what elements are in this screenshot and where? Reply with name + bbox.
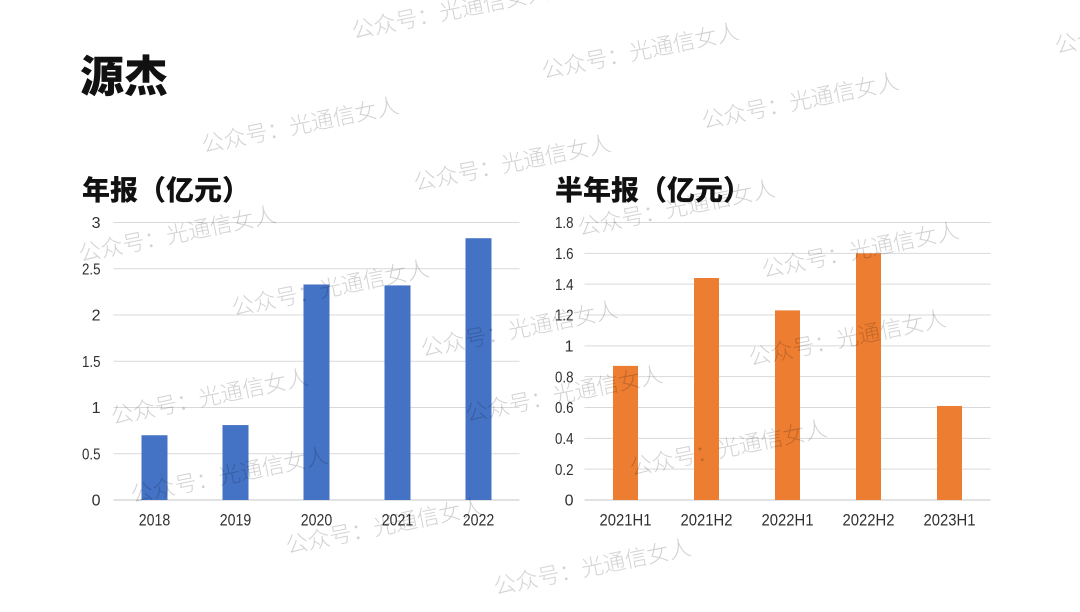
svg-text:1: 1: [565, 338, 574, 355]
svg-text:2018: 2018: [139, 512, 171, 530]
svg-text:2023H1: 2023H1: [924, 512, 976, 530]
svg-text:1.6: 1.6: [555, 246, 574, 263]
svg-text:0.8: 0.8: [555, 369, 574, 386]
svg-text:2022H1: 2022H1: [762, 512, 814, 530]
svg-text:1: 1: [92, 400, 101, 417]
svg-text:2022: 2022: [463, 512, 495, 530]
svg-text:2: 2: [92, 308, 101, 325]
svg-text:2021H1: 2021H1: [600, 512, 652, 530]
svg-text:0.2: 0.2: [555, 462, 574, 479]
svg-text:0: 0: [92, 493, 101, 510]
svg-text:3: 3: [92, 215, 101, 232]
svg-text:2020: 2020: [301, 512, 333, 530]
svg-text:2.5: 2.5: [82, 261, 101, 278]
svg-text:2021H2: 2021H2: [681, 512, 733, 530]
svg-text:0.5: 0.5: [82, 446, 101, 463]
svg-text:2019: 2019: [220, 512, 252, 530]
svg-text:0.4: 0.4: [555, 431, 574, 448]
svg-text:0.6: 0.6: [555, 400, 574, 417]
svg-text:2022H2: 2022H2: [843, 512, 895, 530]
svg-text:1.8: 1.8: [555, 215, 574, 232]
svg-text:1.4: 1.4: [555, 277, 574, 294]
svg-text:0: 0: [565, 493, 574, 510]
svg-text:1.5: 1.5: [82, 354, 101, 371]
